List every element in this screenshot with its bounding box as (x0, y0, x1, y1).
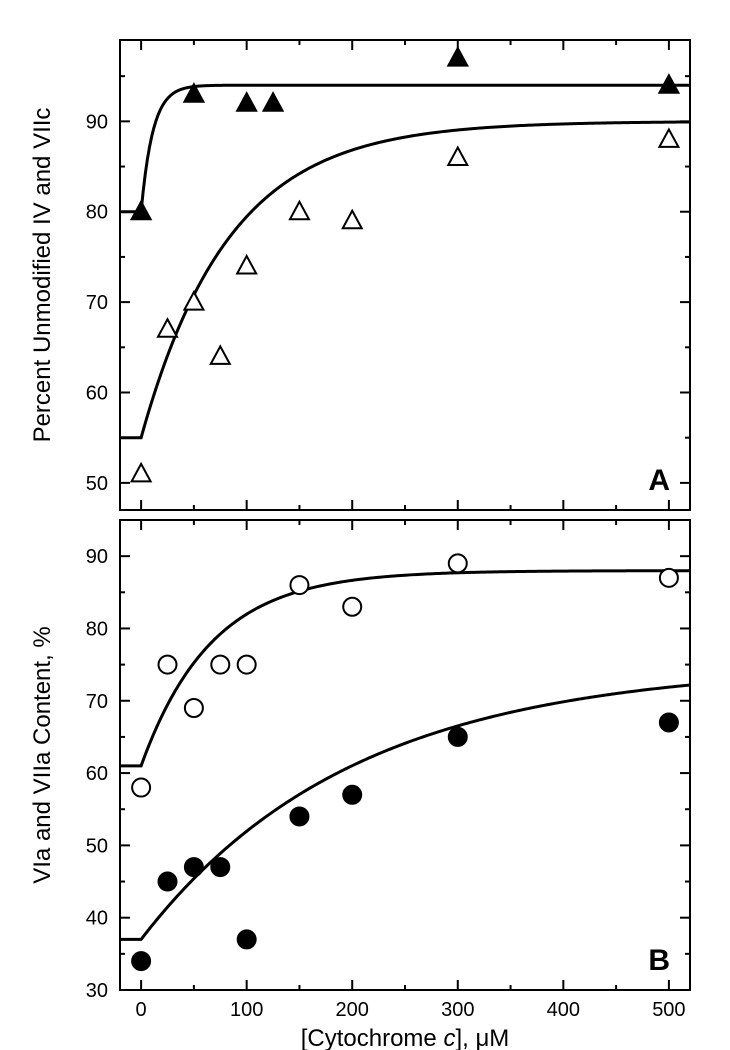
marker-open-circle (211, 656, 229, 674)
panel-A: 50 60 70 80 90 Percent Unmodified IV and VIIc… (29, 40, 690, 510)
figure-container: 50 60 70 80 90 Percent Unmodified IV and VIIc… (0, 0, 730, 1050)
marker-filled-circle (238, 930, 256, 948)
marker-open-circle (132, 779, 150, 797)
marker-open-circle (290, 576, 308, 594)
y-tick-label: 70 (86, 292, 108, 314)
marker-filled-triangle (264, 93, 283, 111)
y-tick-label: 70 (86, 691, 108, 713)
y-tick-label: 40 (86, 908, 108, 930)
marker-open-circle (660, 569, 678, 587)
marker-filled-circle (132, 952, 150, 970)
y-tick-label: 60 (86, 383, 108, 405)
panel-B: 0 100 200 300 400 500 30 40 50 60 70 80 90 VIa and VI… (29, 520, 690, 1021)
marker-open-triangle (132, 464, 151, 482)
marker-open-triangle (659, 129, 678, 147)
marker-open-triangle (184, 292, 203, 310)
marker-filled-triangle (237, 93, 256, 111)
marker-filled-circle (290, 807, 308, 825)
marker-filled-circle (660, 713, 678, 731)
marker-open-circle (159, 656, 177, 674)
x-tick-label: 100 (230, 999, 263, 1021)
marker-open-circle (238, 656, 256, 674)
marker-open-triangle (211, 346, 230, 364)
x-tick-label: 0 (136, 999, 147, 1021)
fit-curve-open-circle (120, 571, 690, 766)
marker-open-triangle (158, 319, 177, 337)
marker-open-triangle (448, 148, 467, 166)
marker-filled-circle (211, 858, 229, 876)
marker-filled-triangle (448, 48, 467, 65)
y-tick-label: 90 (86, 546, 108, 568)
panel-label: B (648, 944, 670, 977)
marker-open-triangle (343, 211, 362, 229)
y-tick-label: 80 (86, 618, 108, 640)
marker-open-triangle (237, 256, 256, 274)
panel-frame (120, 520, 690, 990)
marker-open-circle (449, 554, 467, 572)
marker-open-circle (343, 598, 361, 616)
y-axis-title: VIa and VIIa Content, % (29, 626, 56, 884)
marker-filled-circle (185, 858, 203, 876)
marker-filled-circle (159, 873, 177, 891)
panel-label: A (648, 464, 670, 497)
marker-filled-circle (449, 728, 467, 746)
fit-curve-filled-triangle (120, 85, 690, 212)
y-tick-label: 50 (86, 835, 108, 857)
marker-open-circle (185, 699, 203, 717)
x-tick-label: 300 (441, 999, 474, 1021)
y-tick-label: 90 (86, 111, 108, 133)
fit-curve-open-triangle (120, 122, 690, 438)
fit-curve-filled-circle (120, 685, 690, 939)
x-tick-label: 400 (547, 999, 580, 1021)
x-tick-label: 200 (336, 999, 369, 1021)
marker-open-triangle (290, 202, 309, 220)
x-axis-title: [Cytochrome c], μM (301, 1025, 510, 1050)
marker-filled-circle (343, 786, 361, 804)
y-axis-title: Percent Unmodified IV and VIIc (29, 108, 56, 443)
chart-svg: 50 60 70 80 90 Percent Unmodified IV and VIIc… (0, 0, 730, 1050)
x-tick-label: 500 (652, 999, 685, 1021)
y-tick-label: 50 (86, 473, 108, 495)
y-tick-label: 80 (86, 202, 108, 224)
y-tick-label: 30 (86, 980, 108, 1002)
y-tick-label: 60 (86, 763, 108, 785)
